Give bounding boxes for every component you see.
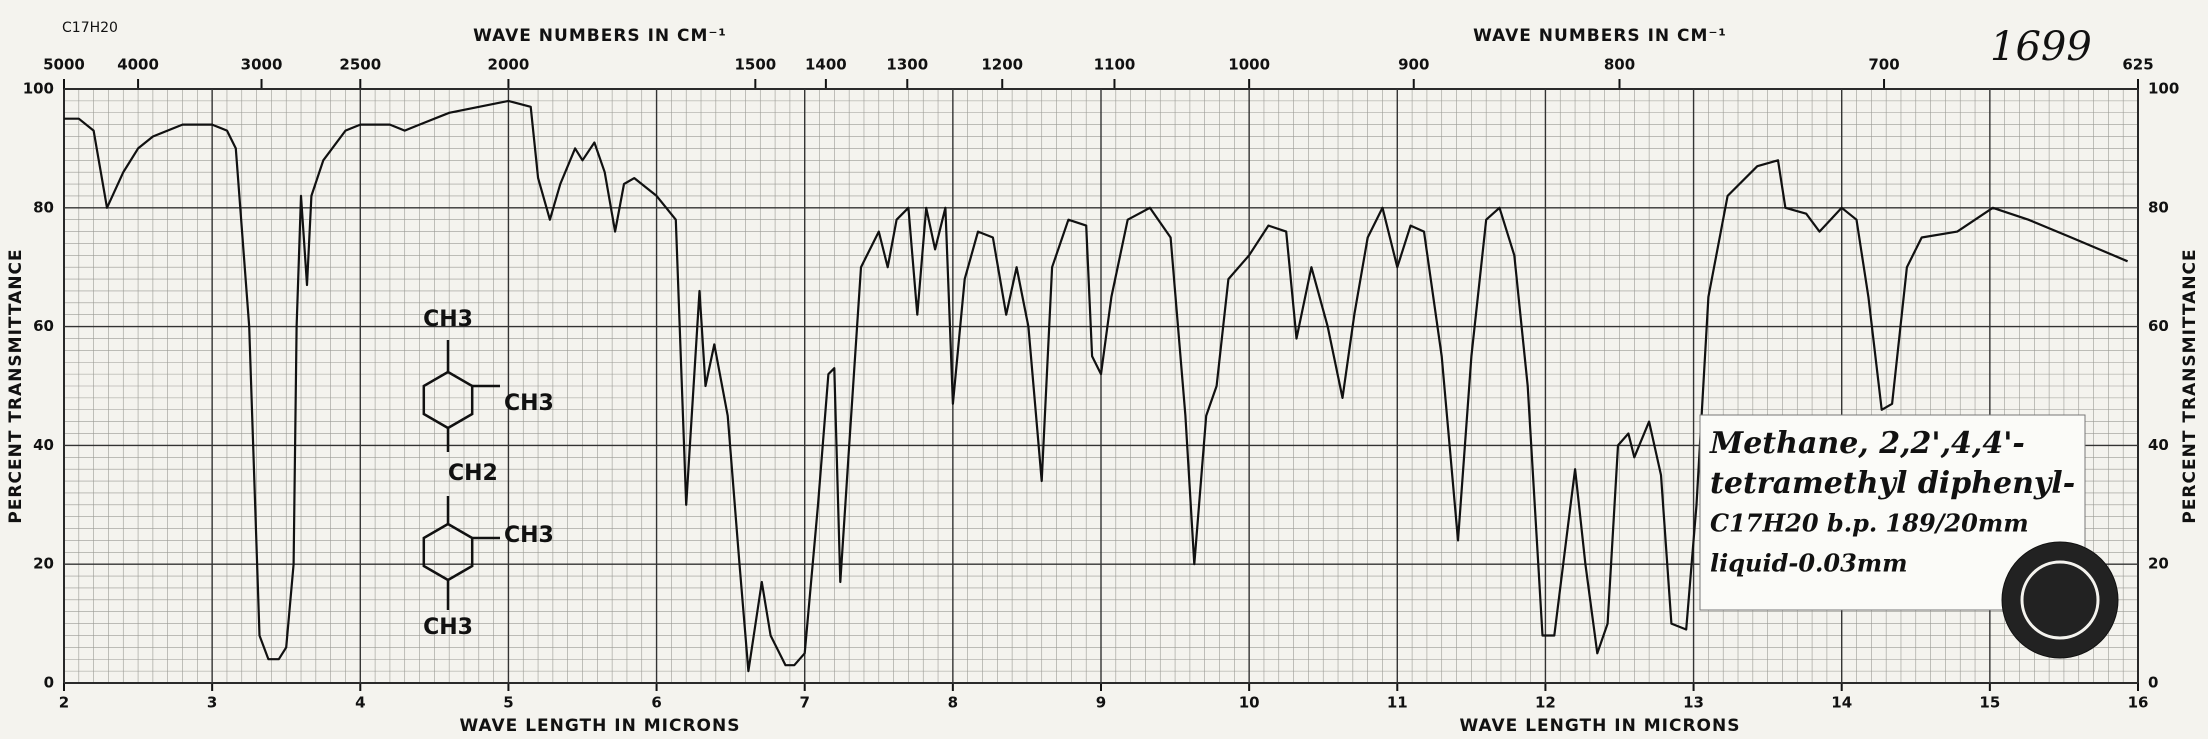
x-tick-label: 13 [1683, 694, 1704, 712]
y2-tick-label: 0 [2148, 674, 2158, 692]
x-tick-label: 4 [355, 694, 365, 712]
x-tick-label: 12 [1535, 694, 1556, 712]
y2-tick-label: 40 [2148, 436, 2169, 454]
structure-label: CH3 [423, 307, 473, 332]
y-tick-label: 80 [33, 198, 54, 216]
y2-tick-label: 100 [2148, 80, 2179, 98]
x-axis-label: WAVE LENGTH IN MICRONS [1460, 716, 1741, 736]
x2-tick-label: 5000 [43, 56, 85, 74]
x-tick-label: 15 [1979, 694, 2000, 712]
x2-tick-label: 1000 [1228, 56, 1270, 74]
annotation-line: liquid-0.03mm [1710, 549, 1908, 578]
x2-tick-label: 700 [1868, 56, 1899, 74]
x-tick-label: 11 [1387, 694, 1408, 712]
x2-tick-label: 4000 [117, 56, 159, 74]
x-tick-label: 8 [948, 694, 958, 712]
annotation-line: Methane, 2,2',4,4'- [1709, 426, 2025, 461]
x2-axis-label: WAVE NUMBERS IN CM⁻¹ [1473, 26, 1727, 46]
x2-tick-label: 800 [1604, 56, 1635, 74]
annotation-line: C17H20 b.p. 189/20mm [1710, 509, 2029, 538]
x-tick-label: 16 [2128, 694, 2149, 712]
formula: C17H20 [62, 20, 118, 36]
y-tick-label: 60 [33, 317, 54, 335]
y-axis-label: PERCENT TRANSMITTANCE [6, 248, 26, 523]
structure-label: CH3 [504, 391, 554, 416]
note: 1699 [1990, 24, 2092, 70]
x-tick-label: 5 [503, 694, 513, 712]
y-tick-label: 0 [44, 674, 54, 692]
x2-tick-label: 625 [2122, 56, 2153, 74]
x-tick-label: 7 [799, 694, 809, 712]
y-tick-label: 20 [33, 555, 54, 573]
x2-tick-label: 900 [1398, 56, 1429, 74]
x-tick-label: 10 [1239, 694, 1260, 712]
x2-tick-label: 2500 [339, 56, 381, 74]
logo [2001, 541, 2119, 659]
y-tick-label: 40 [33, 436, 54, 454]
x-tick-label: 6 [651, 694, 661, 712]
x2-tick-label: 1100 [1094, 56, 1136, 74]
x2-tick-label: 1400 [805, 56, 847, 74]
y2-tick-label: 80 [2148, 198, 2169, 216]
x2-tick-label: 1300 [886, 56, 928, 74]
x2-tick-label: 2000 [488, 56, 530, 74]
spectrum-line [64, 99, 2129, 673]
logo-inner [2020, 560, 2100, 640]
y2-tick-label: 20 [2148, 555, 2169, 573]
structure [422, 340, 500, 610]
x2-tick-label: 1200 [981, 56, 1023, 74]
x-axis-label: WAVE LENGTH IN MICRONS [460, 716, 741, 736]
x2-tick-label: 1500 [734, 56, 776, 74]
x-tick-label: 2 [59, 694, 69, 712]
annotation-line: tetramethyl diphenyl- [1710, 466, 2075, 501]
y2-tick-label: 60 [2148, 317, 2169, 335]
structure-label: CH2 [448, 461, 498, 486]
x-tick-label: 3 [207, 694, 217, 712]
y-axis-label: PERCENT TRANSMITTANCE [2180, 248, 2200, 523]
x2-axis-label: WAVE NUMBERS IN CM⁻¹ [473, 26, 727, 46]
structure-label: CH3 [423, 615, 473, 640]
x-tick-label: 14 [1831, 694, 1852, 712]
structure-label: CH3 [504, 523, 554, 548]
y-tick-label: 100 [23, 80, 54, 98]
x-tick-label: 9 [1096, 694, 1106, 712]
x2-tick-label: 3000 [241, 56, 283, 74]
